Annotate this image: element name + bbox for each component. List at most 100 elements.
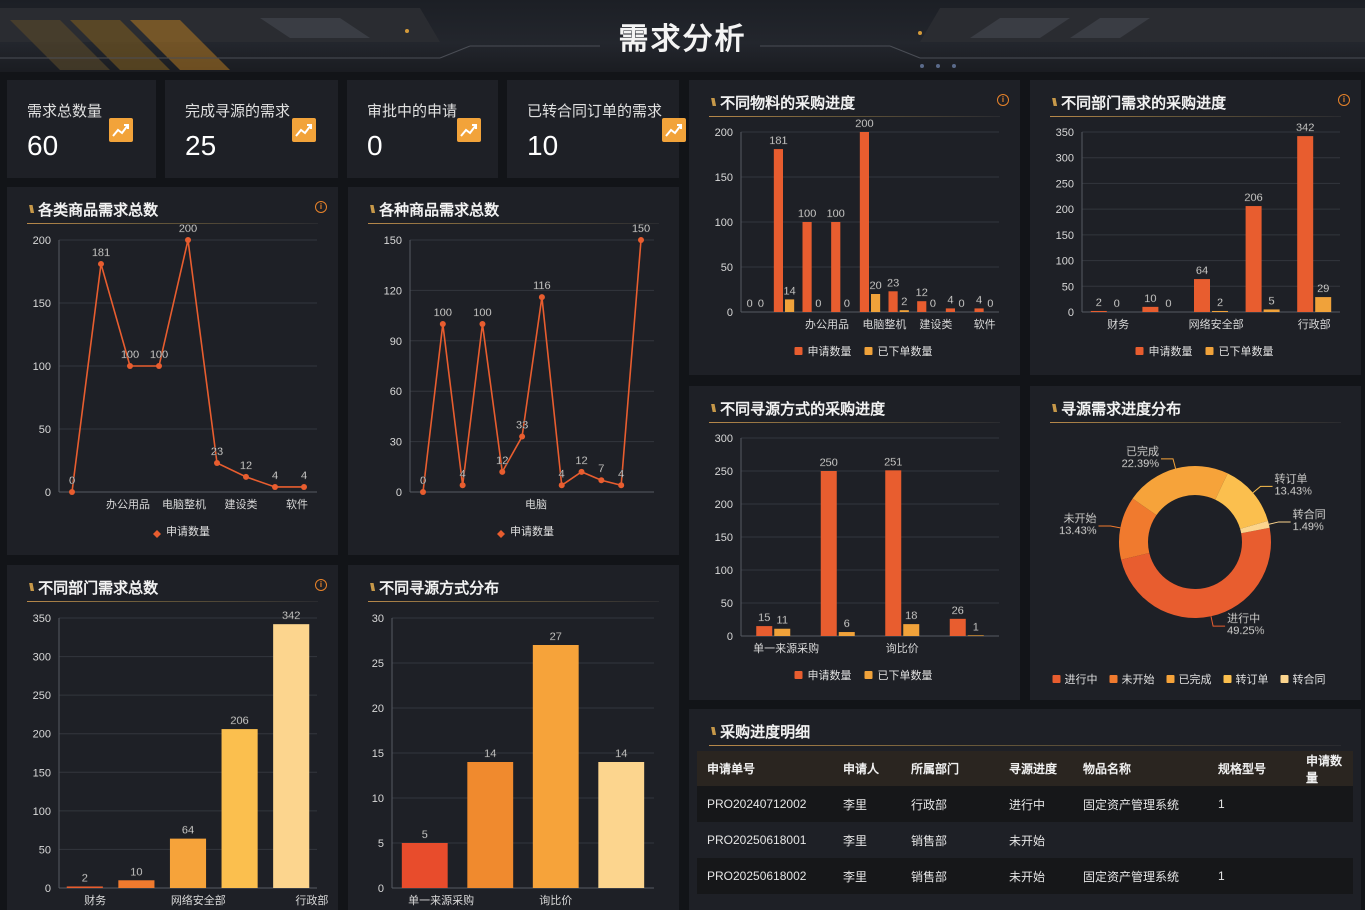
- y-tick-label: 100: [1056, 256, 1074, 268]
- data-label: 0: [1165, 298, 1171, 310]
- trend-up-icon: [457, 118, 481, 142]
- data-label: 1: [973, 621, 979, 633]
- table-row[interactable]: PRO20250618002 李里 销售部 未开始 固定资产管理系统 1: [697, 858, 1353, 894]
- data-point: [301, 483, 307, 490]
- data-label: 181: [92, 247, 110, 259]
- column-header[interactable]: 申请人: [833, 751, 901, 786]
- data-label: 2: [901, 296, 907, 308]
- legend-label: 申请数量: [1149, 345, 1193, 358]
- bar-requested: [773, 149, 783, 312]
- x-tick-label: 办公用品: [805, 318, 849, 331]
- column-header[interactable]: 规格型号: [1208, 751, 1296, 786]
- table-cell: 李里: [833, 822, 901, 858]
- bar-ordered: [785, 299, 795, 312]
- pie-label: 49.25%: [1227, 625, 1265, 637]
- table-row[interactable]: PRO20250618001 李里 销售部 未开始: [697, 822, 1353, 858]
- data-point: [538, 294, 545, 301]
- panel-title: 不同物料的采购进度: [720, 95, 856, 112]
- column-header[interactable]: 物品名称: [1073, 751, 1208, 786]
- y-tick-label: 150: [384, 235, 402, 247]
- info-icon[interactable]: i: [315, 201, 327, 213]
- table-cell: PRO20250618002: [697, 858, 833, 894]
- info-icon[interactable]: i: [315, 579, 327, 591]
- data-label: 12: [240, 460, 252, 472]
- legend-label: 进行中: [1065, 673, 1098, 686]
- y-tick-label: 150: [715, 172, 733, 184]
- x-tick-label: 建设类: [225, 497, 258, 511]
- x-tick-label: 电脑整机: [162, 497, 206, 511]
- column-header[interactable]: 所属部门: [901, 751, 999, 786]
- y-tick-label: 350: [33, 613, 51, 625]
- data-label: 6: [844, 618, 850, 630]
- title-underline: [1050, 116, 1341, 117]
- bar-requested: [820, 471, 837, 636]
- table-cell: PRO20240712002: [697, 786, 833, 822]
- pie-label: 13.43%: [1059, 525, 1097, 537]
- bar: [221, 729, 258, 888]
- panel-sourcing-pie: \\\ 寻源需求进度分布 进行中 49.25% 未开始 13.43% 已完成 22.39% 转…: [1030, 386, 1361, 700]
- data-label: 4: [272, 470, 278, 482]
- trend-up-icon: [662, 118, 686, 142]
- data-label: 0: [1114, 298, 1120, 310]
- bar: [118, 880, 155, 888]
- x-tick-label: 软件: [286, 497, 308, 511]
- title-underline: [709, 745, 1341, 746]
- y-tick-label: 10: [372, 793, 384, 805]
- data-label: 27: [550, 631, 562, 643]
- data-point: [69, 489, 75, 495]
- data-label: 0: [930, 298, 936, 310]
- data-label: 100: [121, 349, 139, 361]
- data-label: 12: [916, 287, 928, 299]
- y-tick-label: 50: [39, 844, 51, 856]
- info-icon[interactable]: i: [1338, 94, 1350, 106]
- bar: [273, 624, 310, 888]
- legend-label: 申请数量: [166, 525, 210, 538]
- legend-marker: [864, 347, 873, 355]
- table-cell: [1073, 822, 1208, 858]
- y-tick-label: 0: [45, 487, 51, 499]
- column-header[interactable]: 寻源进度: [999, 751, 1073, 786]
- panel-title: 寻源需求进度分布: [1061, 401, 1182, 418]
- bar-requested: [1194, 279, 1210, 312]
- panel-title: 不同寻源方式的采购进度: [720, 401, 886, 418]
- info-icon[interactable]: i: [997, 94, 1009, 106]
- data-label: 26: [952, 605, 964, 617]
- data-label: 7: [598, 463, 604, 475]
- data-label: 20: [869, 280, 881, 292]
- stat-value: 10: [527, 130, 559, 161]
- y-tick-label: 150: [33, 298, 51, 310]
- y-tick-label: 25: [372, 658, 384, 670]
- stat-card-contracted: 已转合同订单的需求 10: [507, 80, 686, 178]
- x-tick-label: 电脑整机: [862, 317, 906, 331]
- data-point: [578, 468, 585, 475]
- data-point: [459, 482, 466, 489]
- table-cell: 1: [1208, 858, 1296, 894]
- panel-sourcing-progress: \\\ 不同寻源方式的采购进度 0 50 100 150 200 250 300 15 11 250…: [689, 386, 1020, 700]
- bar-requested: [756, 626, 773, 636]
- y-tick-label: 100: [715, 217, 733, 229]
- column-header[interactable]: 申请单号: [697, 751, 833, 786]
- title-decoration-icon: \\\: [29, 581, 34, 594]
- data-point: [618, 482, 625, 489]
- x-tick-label: 办公用品: [106, 498, 150, 511]
- legend-label: 转订单: [1236, 672, 1269, 686]
- title-underline: [27, 223, 318, 224]
- legend-marker: [864, 671, 873, 679]
- bar: [467, 762, 514, 888]
- data-label: 23: [887, 277, 899, 289]
- data-label: 206: [1244, 192, 1262, 204]
- data-point: [156, 363, 162, 369]
- title-underline: [27, 601, 318, 602]
- bar-ordered: [838, 632, 855, 636]
- x-tick-label: 电脑: [525, 498, 547, 511]
- sourcing-pie-chart: 进行中49.25%未开始13.43%已完成22.39%转订单13.43%转合同1…: [1052, 444, 1326, 686]
- bar: [66, 886, 103, 888]
- page-title: 需求分析: [618, 23, 747, 56]
- legend-marker: [153, 530, 161, 538]
- y-tick-label: 200: [1056, 204, 1074, 216]
- y-tick-label: 150: [715, 532, 733, 544]
- table-row[interactable]: PRO20240712002 李里 行政部 进行中 固定资产管理系统 1: [697, 786, 1353, 822]
- column-header[interactable]: 申请数量: [1296, 751, 1353, 786]
- data-label: 14: [615, 748, 627, 760]
- data-point: [519, 433, 526, 440]
